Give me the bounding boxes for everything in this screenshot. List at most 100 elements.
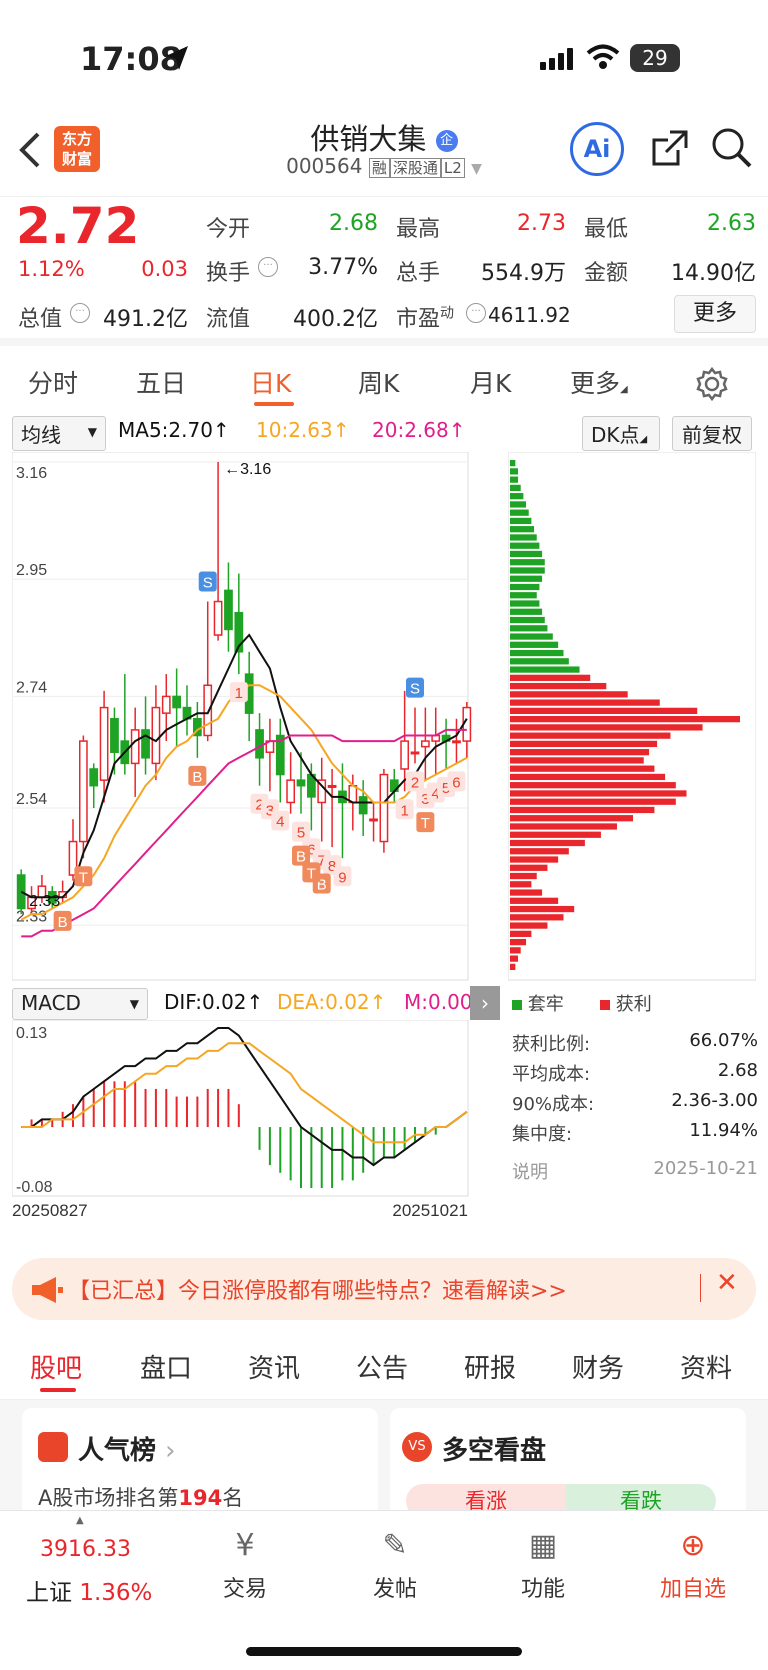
chip-bar xyxy=(510,963,516,970)
signal-marker-label: 2 xyxy=(411,774,419,791)
candle-body xyxy=(348,784,358,804)
tab-five-day[interactable]: 五日 xyxy=(136,369,187,398)
wifi-icon xyxy=(586,44,620,69)
tab-news[interactable]: 资讯 xyxy=(248,1354,301,1384)
chip-bar xyxy=(510,897,559,904)
popularity-title: 人气榜 › xyxy=(78,1436,176,1466)
signal-marker xyxy=(188,765,207,786)
chip-bar xyxy=(510,889,543,896)
chip-bar xyxy=(510,674,591,681)
index-value[interactable]: 3916.33 xyxy=(40,1537,131,1562)
bull-bear-card[interactable]: VS 多空看盘 看涨 看跌 xyxy=(390,1408,746,1518)
candle-body xyxy=(400,740,410,770)
macd-select[interactable]: MACD ▼ xyxy=(12,988,148,1020)
tab-more[interactable]: 更多◢ xyxy=(570,369,628,398)
edit-icon: ✎ xyxy=(382,1528,408,1563)
close-icon[interactable]: ✕ xyxy=(716,1268,738,1298)
megaphone-icon xyxy=(32,1277,63,1303)
dk-select[interactable]: DK点◢ xyxy=(582,416,660,451)
tab-monthly-k[interactable]: 月K xyxy=(470,369,512,398)
chip-bar xyxy=(510,856,559,863)
stock-code-row[interactable]: 000564 融深股通 L2 ▼ xyxy=(286,154,482,178)
signal-marker-label: S xyxy=(410,681,420,698)
chip-bar xyxy=(510,839,585,847)
tab-financials[interactable]: 财务 xyxy=(572,1354,625,1384)
signal-marker xyxy=(395,799,414,820)
expand-arrow-icon[interactable]: › xyxy=(470,986,500,1020)
candle-body xyxy=(369,818,378,822)
tab-weekly-k[interactable]: 周K xyxy=(358,369,400,398)
tab-profile[interactable]: 资料 xyxy=(680,1354,733,1384)
chip-bar xyxy=(510,790,687,797)
chip-distribution-svg xyxy=(507,451,757,981)
tab-daily-k[interactable]: 日K xyxy=(250,369,292,398)
index-label[interactable]: 上证 1.36% xyxy=(26,1580,153,1606)
chip-bar xyxy=(510,724,703,731)
tab-intraday[interactable]: 分时 xyxy=(28,369,79,398)
ai-button[interactable]: Ai xyxy=(570,122,624,176)
ma-select[interactable]: 均线 ▼ xyxy=(12,416,106,451)
settings-gear-icon[interactable] xyxy=(694,366,730,402)
more-button[interactable]: 更多 xyxy=(674,295,756,333)
chip-bar xyxy=(510,938,527,946)
location-arrow-icon xyxy=(166,46,188,70)
nav-trade[interactable]: ¥ 交易 xyxy=(190,1521,300,1603)
nav-add-watchlist[interactable]: ⊕ 加自选 xyxy=(638,1521,748,1603)
explain-row[interactable]: 说明 2025-10-21 xyxy=(512,1158,758,1183)
volume-label: 总手 xyxy=(396,261,441,286)
candle-body xyxy=(286,779,296,804)
content-tabs: 股吧 盘口 资讯 公告 研报 财务 资料 xyxy=(0,1334,768,1400)
signal-marker-label: B xyxy=(192,769,202,786)
pe-value: 4611.92 xyxy=(488,303,571,327)
signal-marker-label: 3 xyxy=(421,791,429,808)
signal-marker xyxy=(447,771,466,792)
y-tick-label: 2.74 xyxy=(16,679,47,696)
chip-distribution-chart[interactable] xyxy=(507,451,757,982)
info-icon[interactable]: ··· xyxy=(258,257,278,277)
tab-announcements[interactable]: 公告 xyxy=(356,1354,409,1384)
candle-body xyxy=(255,729,264,759)
chip-bar xyxy=(510,501,527,508)
back-arrow-icon[interactable] xyxy=(18,130,42,170)
info-icon[interactable]: ··· xyxy=(466,303,486,323)
news-banner[interactable]: 【已汇总】今日涨停股都有哪些特点？速看解读>> ✕ xyxy=(12,1258,756,1320)
macd-chart[interactable]: 0.13 -0.08 20250827 20251021 xyxy=(11,1019,500,1220)
tab-guba[interactable]: 股吧 xyxy=(30,1354,83,1384)
candle-body xyxy=(410,751,420,755)
amount-value: 14.90亿 xyxy=(671,261,756,286)
pe-label: 市盈动 xyxy=(396,305,455,332)
tab-orderbook[interactable]: 盘口 xyxy=(140,1354,193,1384)
chip-bar xyxy=(510,922,548,929)
search-icon[interactable] xyxy=(710,126,754,170)
candle-body xyxy=(16,874,26,910)
chip-bar xyxy=(510,484,521,492)
kline-chart[interactable]: 3.162.952.742.542.33BTBSS123456789BBT123… xyxy=(11,432,500,982)
chip-bar xyxy=(510,740,658,748)
kline-frame xyxy=(11,451,469,981)
nav-post[interactable]: ✎ 发帖 xyxy=(340,1521,450,1603)
open-label: 今开 xyxy=(206,217,251,242)
home-indicator xyxy=(246,1647,522,1656)
turnover-label: 换手 xyxy=(206,261,251,286)
tag-margin: 融 xyxy=(368,158,390,178)
popularity-card[interactable]: 人气榜 › A股市场排名第194名 xyxy=(22,1408,378,1518)
chip-bar xyxy=(510,815,634,822)
signal-marker xyxy=(406,771,424,792)
high-label: 最高 xyxy=(396,217,441,242)
info-icon[interactable]: ··· xyxy=(70,303,90,323)
adjust-select[interactable]: 前复权 xyxy=(672,416,752,451)
chip-bar xyxy=(510,699,660,706)
candle-body xyxy=(296,779,306,787)
candle-body xyxy=(172,695,182,709)
last-price: 2.72 xyxy=(16,197,140,255)
signal-icon xyxy=(540,48,573,70)
ma20-label: 20:2.68↑ xyxy=(372,418,466,442)
candle-body xyxy=(420,740,430,748)
chip-bar xyxy=(510,592,537,599)
status-time: 17:08 xyxy=(80,40,182,78)
chip-bar xyxy=(510,757,644,764)
nav-functions[interactable]: ▦ 功能 xyxy=(488,1521,598,1603)
tab-research[interactable]: 研报 xyxy=(464,1354,517,1384)
share-icon[interactable] xyxy=(648,126,692,170)
candle-body xyxy=(141,729,150,759)
